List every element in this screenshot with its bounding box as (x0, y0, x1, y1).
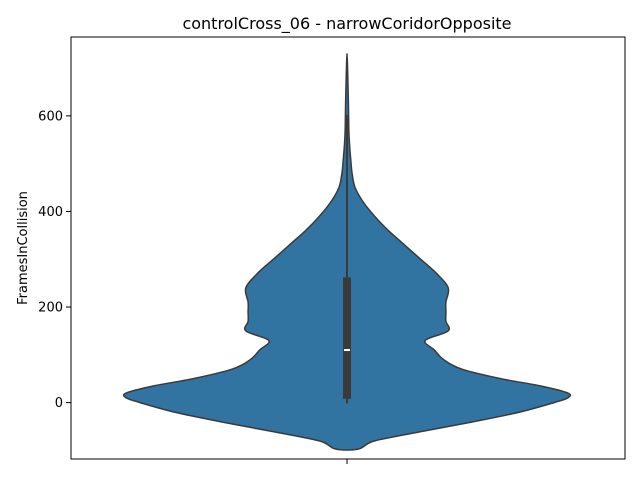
axes: 0 200 400 600 (38, 109, 348, 464)
chart-title: controlCross_06 - narrowCoridorOpposite (182, 14, 511, 34)
axes-frame (70, 36, 626, 460)
y-tick-label: 200 (38, 301, 63, 316)
y-axis-title: FramesInCollision (16, 191, 31, 305)
plot-area (122, 53, 572, 451)
y-tick-label: 0 (55, 396, 63, 411)
y-tick-label: 600 (38, 109, 63, 124)
violin-iqr-box (343, 277, 351, 399)
y-tick-label: 400 (38, 205, 63, 220)
